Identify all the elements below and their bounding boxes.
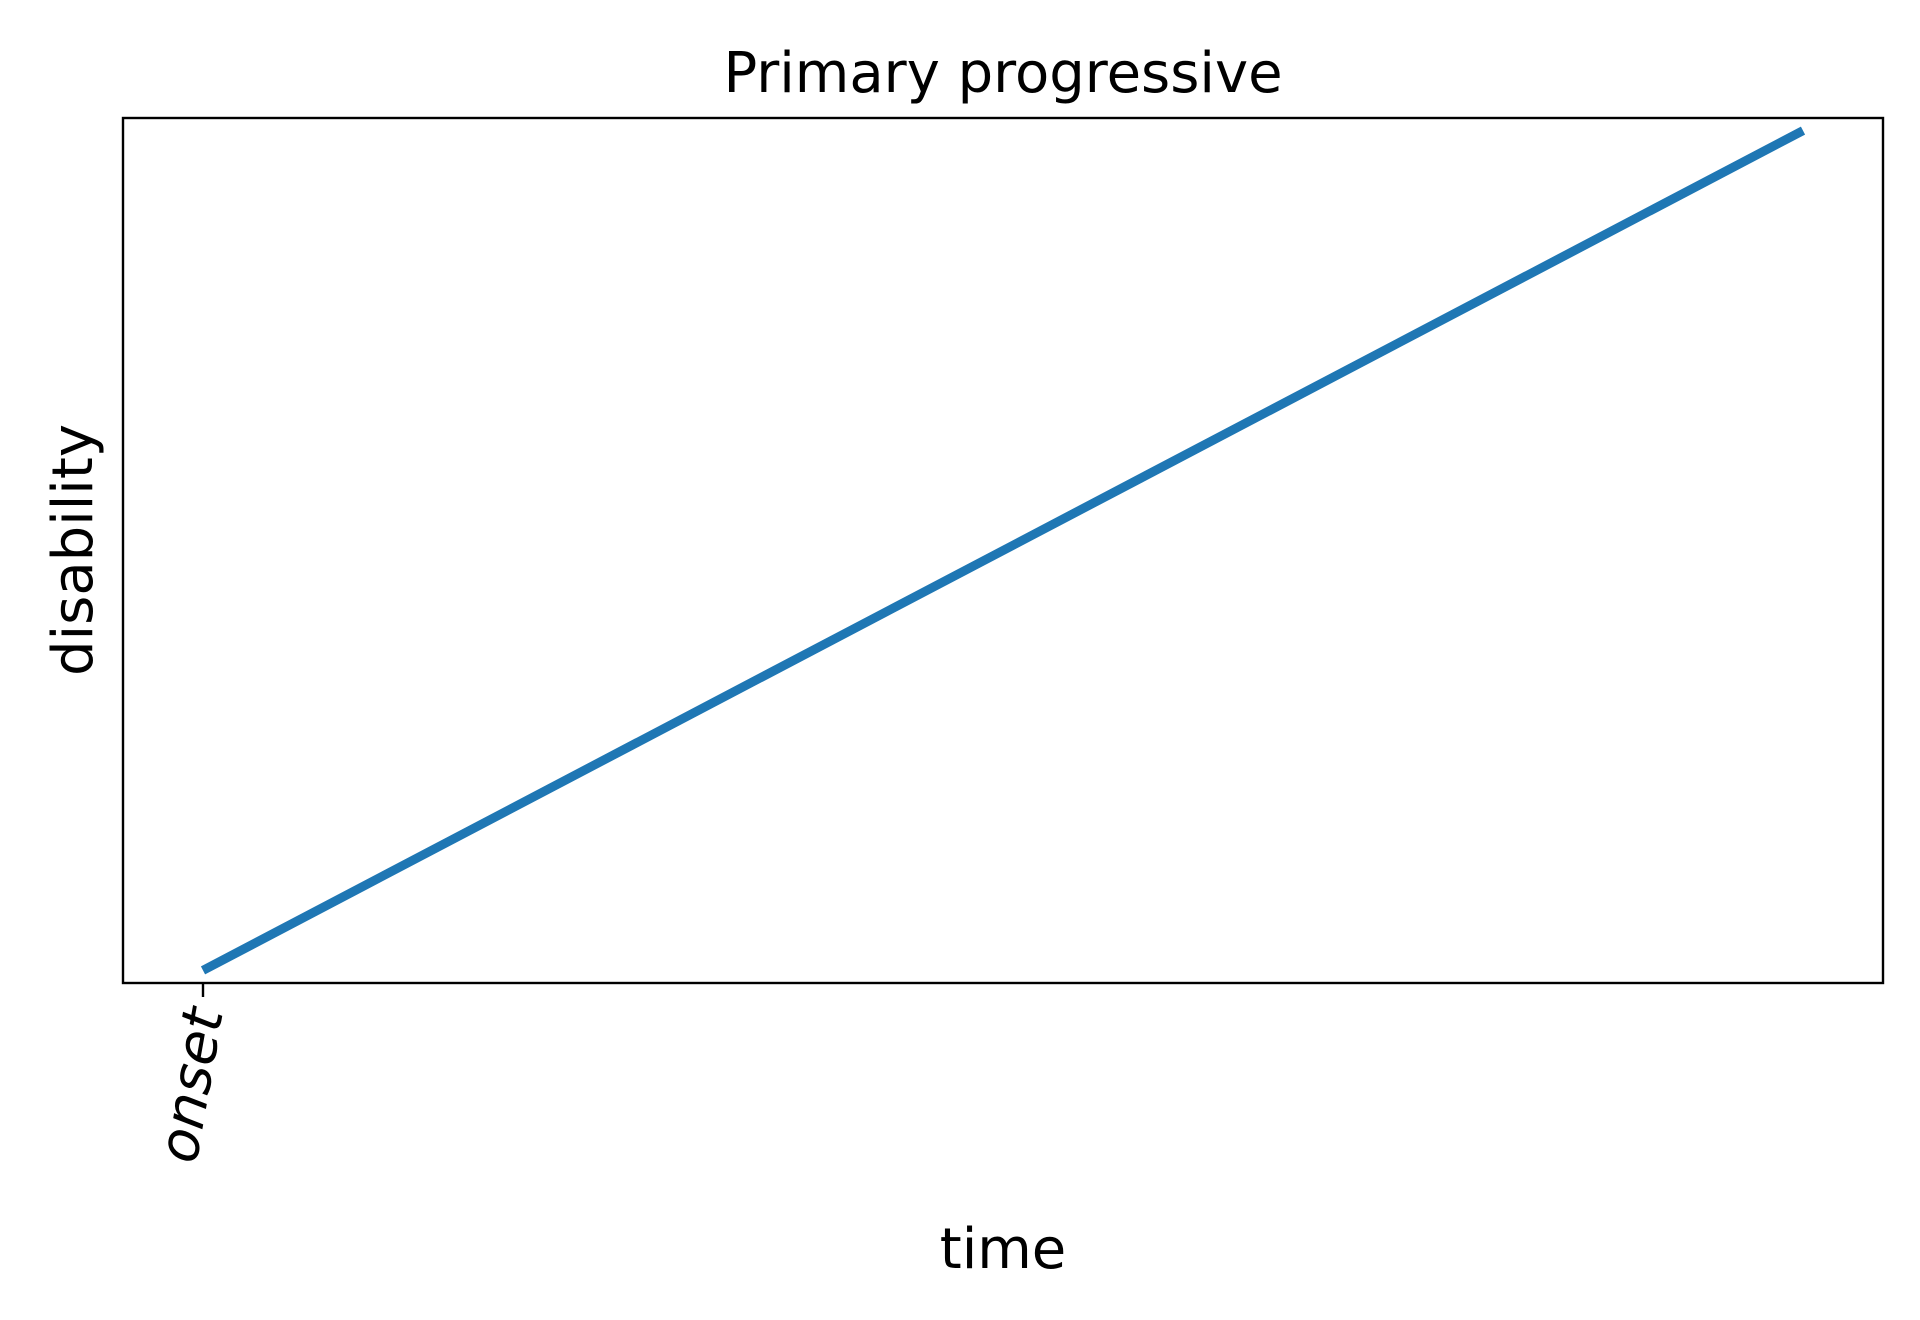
series-layer (200, 126, 1806, 975)
plot-frame (121, 116, 1885, 985)
y-axis-label: disability (41, 424, 106, 676)
x-axis-label: time (940, 1217, 1067, 1282)
series-line-0 (200, 126, 1806, 975)
chart-title: Primary progressive (723, 41, 1282, 106)
